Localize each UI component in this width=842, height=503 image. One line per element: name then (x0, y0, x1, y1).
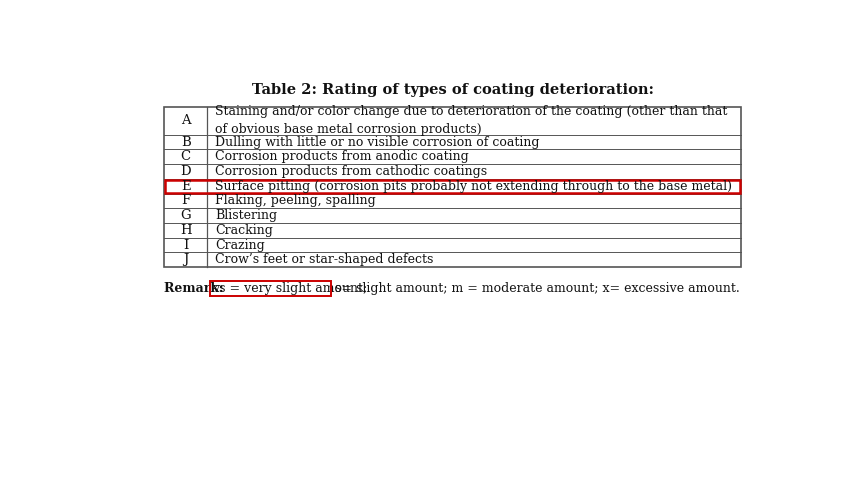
Text: Flaking, peeling, spalling: Flaking, peeling, spalling (215, 195, 376, 207)
Text: s= slight amount; m = moderate amount; x= excessive amount.: s= slight amount; m = moderate amount; x… (331, 282, 740, 295)
Bar (210, 281, 331, 296)
Text: G: G (180, 209, 191, 222)
Text: Corrosion products from cathodic coatings: Corrosion products from cathodic coating… (215, 165, 488, 178)
Text: vs = very slight amount;: vs = very slight amount; (212, 282, 367, 295)
Text: Corrosion products from anodic coating: Corrosion products from anodic coating (215, 150, 469, 163)
Text: Table 2: Rating of types of coating deterioration:: Table 2: Rating of types of coating dete… (252, 83, 653, 97)
Text: C: C (180, 150, 190, 163)
Text: Cracking: Cracking (215, 224, 273, 237)
Text: J: J (183, 254, 189, 266)
Text: Surface pitting (corrosion pits probably not extending through to the base metal: Surface pitting (corrosion pits probably… (215, 180, 733, 193)
Bar (165, 180, 740, 193)
Text: B: B (181, 136, 190, 148)
Text: A: A (181, 114, 190, 127)
Text: Dulling with little or no visible corrosion of coating: Dulling with little or no visible corros… (215, 136, 540, 148)
Text: E: E (181, 180, 190, 193)
Text: D: D (180, 165, 191, 178)
Text: Crazing: Crazing (215, 238, 265, 252)
Text: Crow’s feet or star-shaped defects: Crow’s feet or star-shaped defects (215, 254, 434, 266)
Text: H: H (180, 224, 191, 237)
Text: Blistering: Blistering (215, 209, 277, 222)
Text: F: F (181, 195, 190, 207)
Text: Remark:: Remark: (164, 282, 228, 295)
Bar (164, 107, 742, 267)
Text: Staining and/or color change due to deterioration of the coating (other than tha: Staining and/or color change due to dete… (215, 105, 727, 136)
Text: I: I (183, 238, 189, 252)
